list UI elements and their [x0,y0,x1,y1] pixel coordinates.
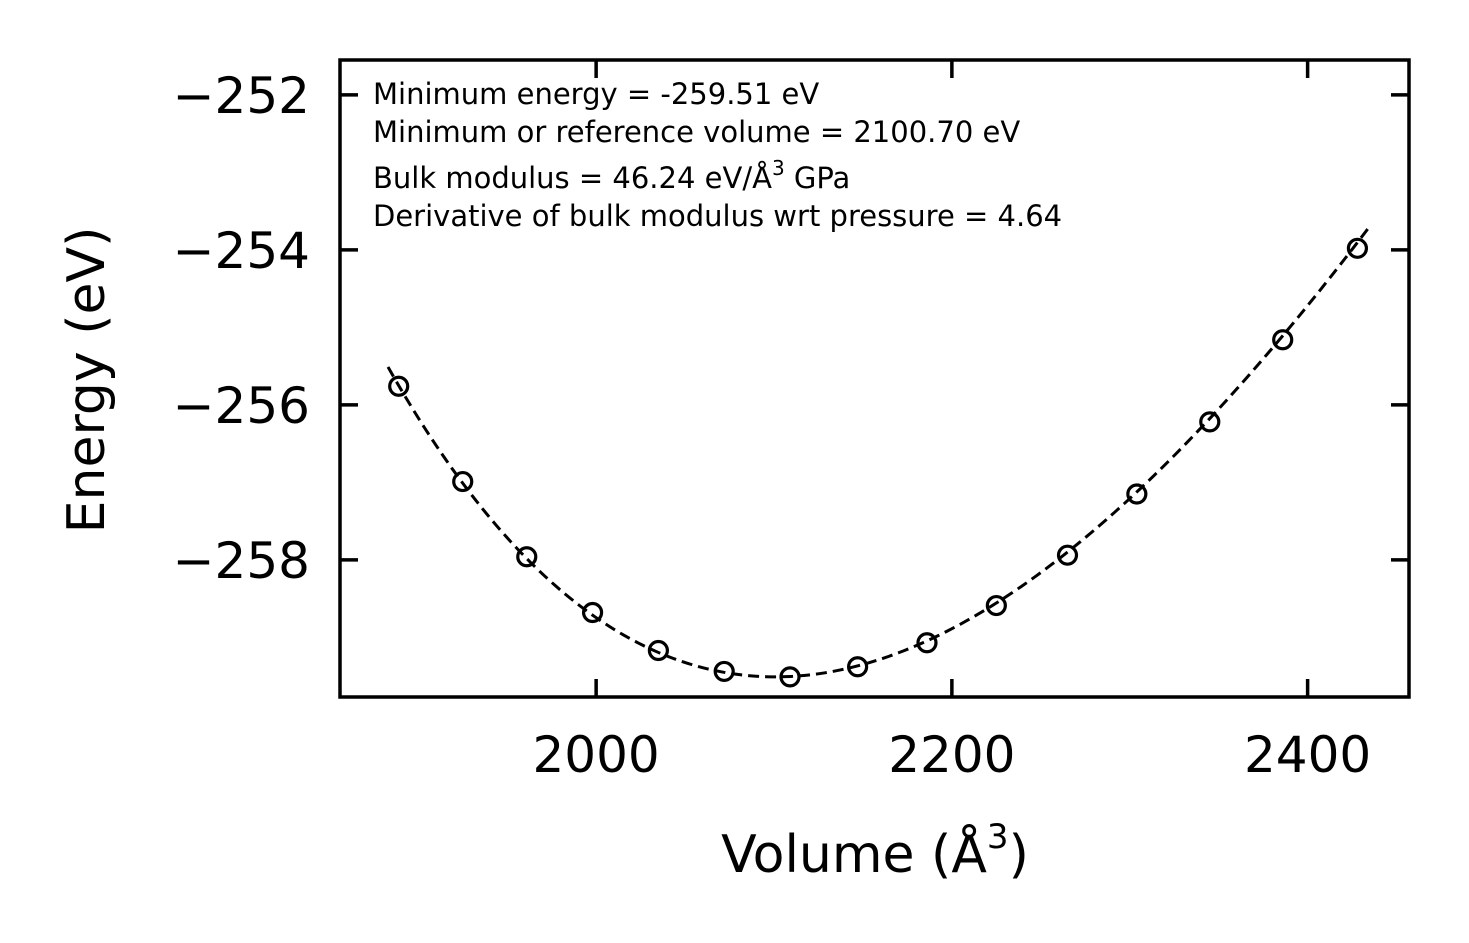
data-point [1199,411,1221,433]
data-point [916,632,938,654]
data-point [1272,329,1294,351]
x-tick-label: 2200 [888,726,1015,784]
data-point [581,601,604,624]
x-tick-label: 2000 [533,726,660,784]
annotation-min-energy: Minimum energy = -259.51 eV [373,77,819,111]
data-point [516,546,538,568]
data-point [779,666,801,688]
annotation-box: Minimum energy = -259.51 eV Minimum or r… [373,77,1062,233]
annotation-min-volume: Minimum or reference volume = 2100.70 eV [373,115,1020,149]
annotation-bulk-modulus: Bulk modulus = 46.24 eV/Å3 GPa [373,156,850,195]
annotation-bulk-derivative: Derivative of bulk modulus wrt pressure … [373,199,1062,233]
data-point [985,594,1007,617]
plot-area [386,225,1372,688]
data-point [1056,544,1079,566]
y-tick-label: −256 [173,377,310,435]
data-point [713,660,735,683]
plot-frame [338,58,1411,699]
x-tick-label: 2400 [1244,726,1371,784]
data-point [452,470,474,493]
y-axis-label: Energy (eV) [57,227,117,534]
y-tick-label: −254 [173,222,310,280]
fit-curve [386,225,1372,679]
data-point [388,375,410,397]
x-axis-label: Volume (Å3) [721,817,1029,885]
y-tick-label: −258 [173,532,310,590]
data-point [1346,237,1369,259]
y-tick-label: −252 [173,67,310,125]
data-point [847,656,869,678]
axis-ticks: 2000 2200 2400 −252 −254 −256 −258 [173,60,1409,784]
data-point [1126,483,1148,505]
data-markers [388,237,1369,688]
data-point [647,639,669,662]
